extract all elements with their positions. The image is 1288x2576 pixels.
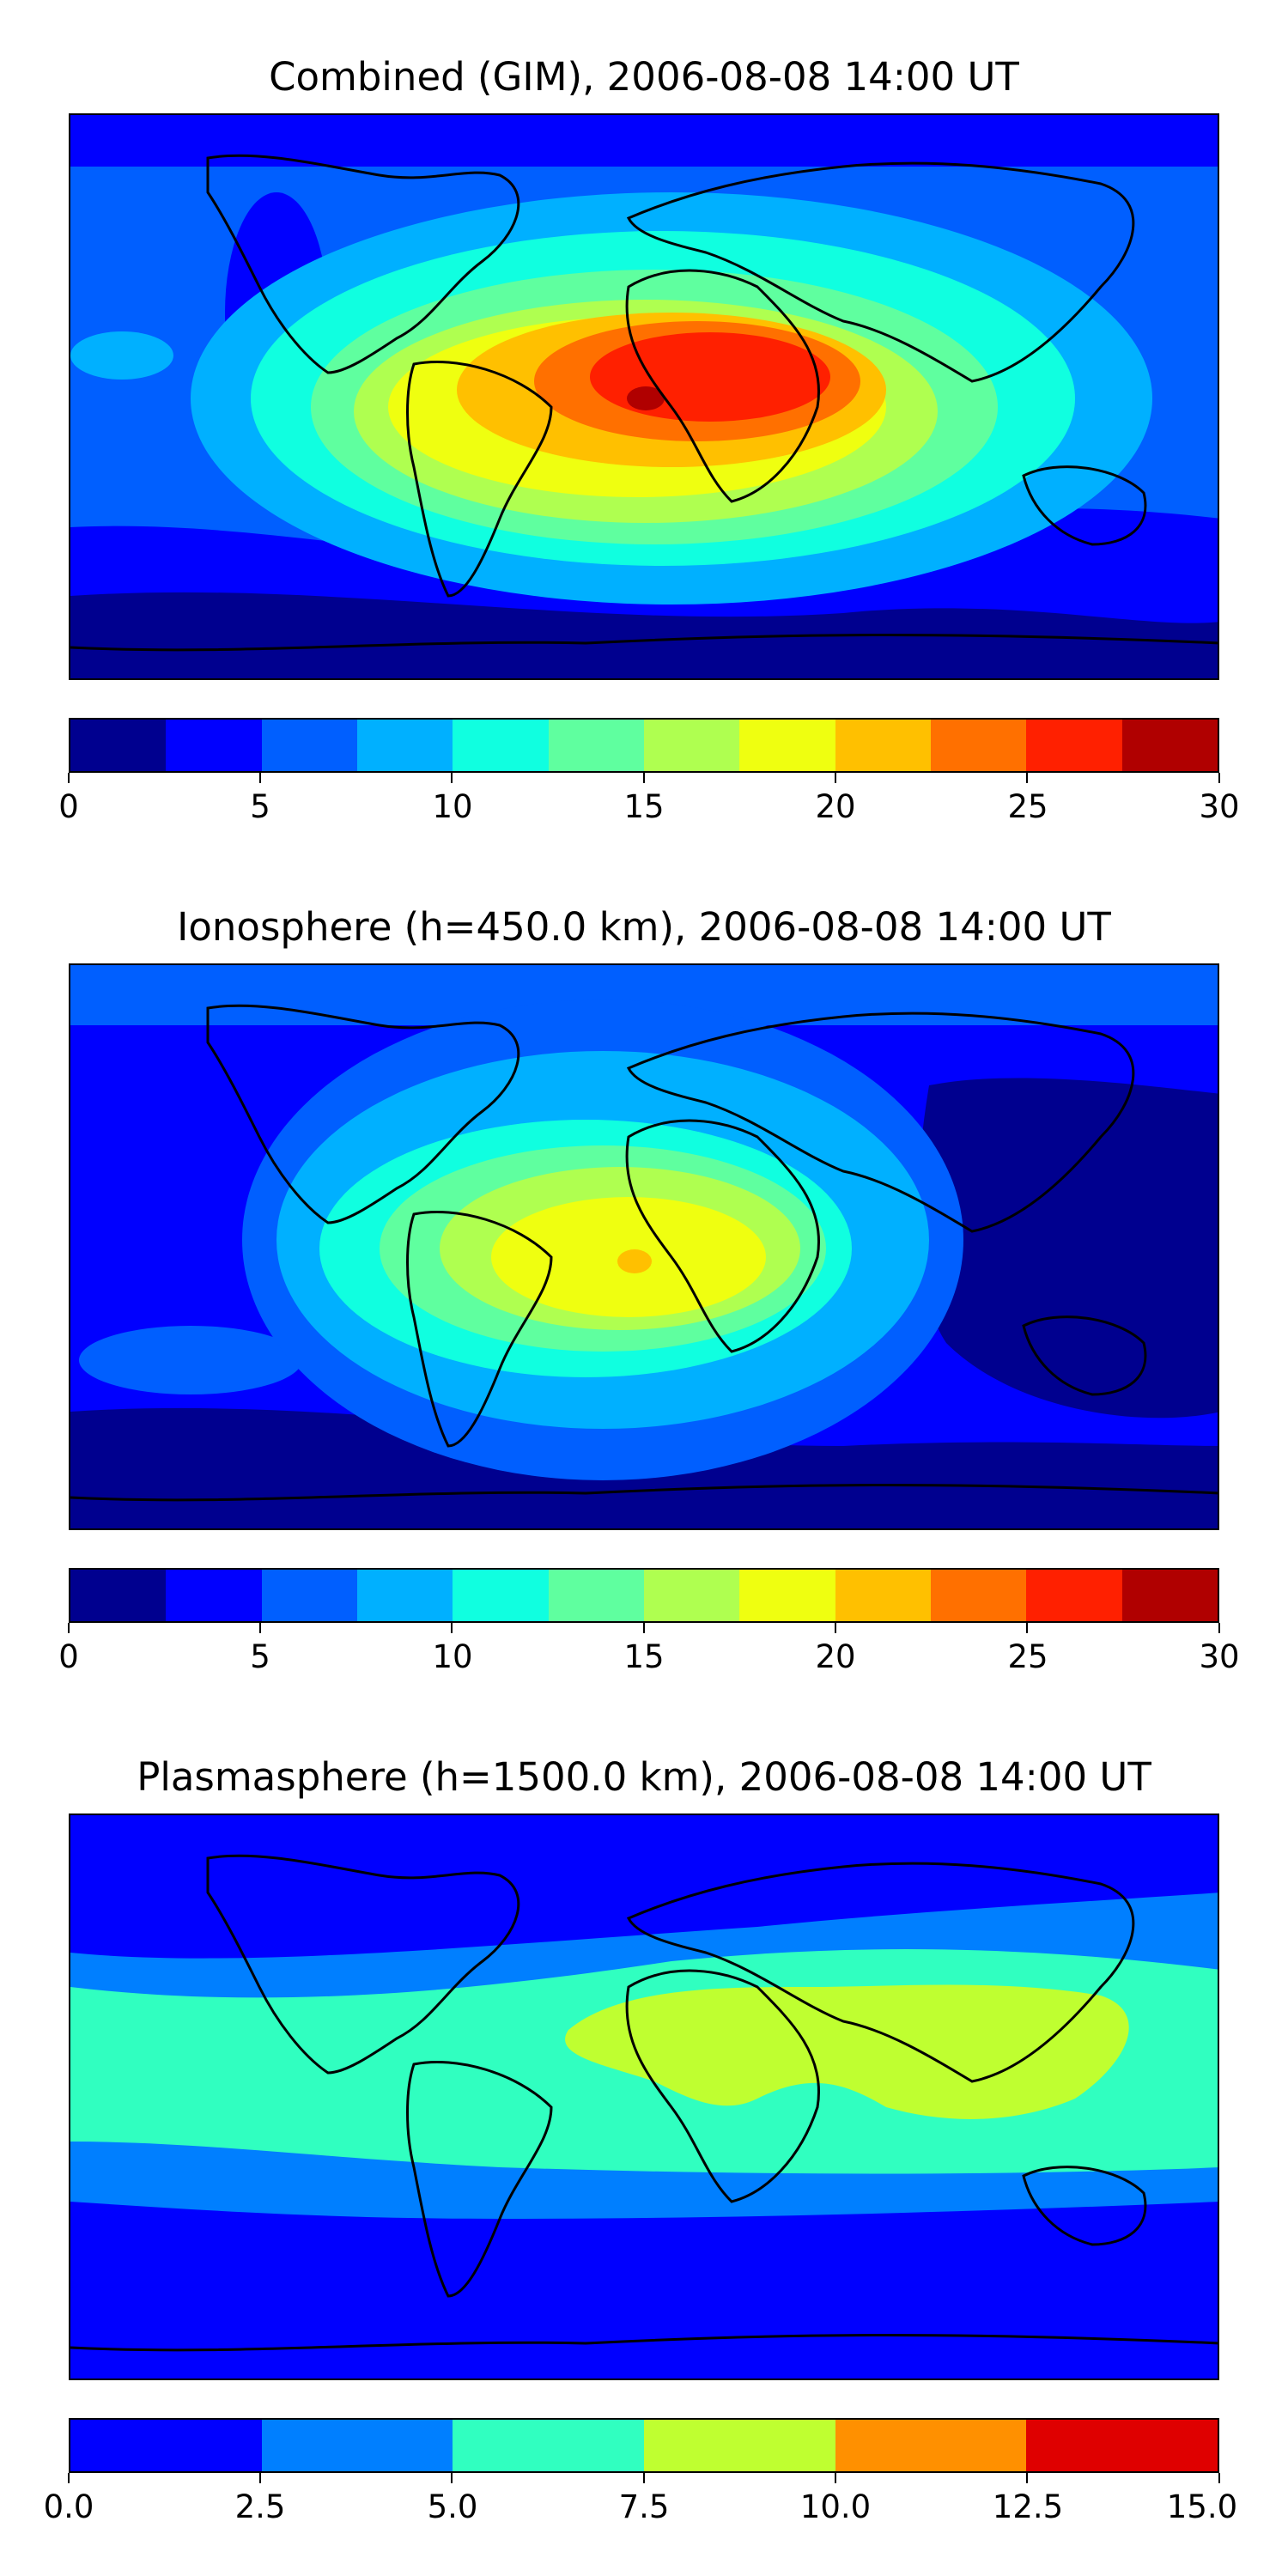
coastlines-ionosphere <box>70 1004 1218 1502</box>
colorbar-tick <box>1026 773 1028 783</box>
colorbar-swatch <box>548 720 644 771</box>
colorbar-tick <box>451 1623 453 1633</box>
colorbar-tick-label: 20 <box>815 788 856 825</box>
colorbar-swatch <box>930 720 1027 771</box>
colorbar-tick <box>643 773 645 783</box>
colorbar-tick <box>451 2473 453 2483</box>
colorbar-swatch <box>453 2420 645 2471</box>
colorbar-tick-label: 15.0 <box>1166 2488 1238 2525</box>
map-plasmasphere <box>69 1814 1219 2380</box>
colorbar-tick <box>643 1623 645 1633</box>
colorbar-tick-label: 7.5 <box>618 2488 670 2525</box>
colorbar-swatch <box>739 720 835 771</box>
colorbar-tick-label: 0.0 <box>43 2488 94 2525</box>
panel-title-ionosphere: Ionosphere (h=450.0 km), 2006-08-08 14:0… <box>177 904 1111 950</box>
map-combined <box>69 113 1219 680</box>
colorbar-tick-label: 10.0 <box>799 2488 872 2525</box>
colorbar-tick <box>835 1623 836 1633</box>
colorbar-swatch <box>835 2420 1027 2471</box>
colorbar-tick <box>1218 773 1220 783</box>
colorbar-combined <box>69 718 1219 773</box>
colorbar-swatch <box>70 2420 262 2471</box>
colorbar-swatch <box>1026 2420 1218 2471</box>
colorbar-tick <box>68 1623 70 1633</box>
colorbar-swatch <box>261 720 357 771</box>
colorbar-swatch <box>261 1570 357 1621</box>
colorbar-tick-label: 15 <box>623 788 665 825</box>
colorbar-tick-label: 10 <box>432 788 473 825</box>
colorbar-tick-label: 20 <box>815 1638 856 1675</box>
colorbar-swatch <box>835 720 931 771</box>
colorbar-swatch <box>930 1570 1027 1621</box>
colorbar-tick <box>835 773 836 783</box>
contour-map-plasmasphere <box>70 1815 1218 2379</box>
colorbar-swatch <box>835 1570 931 1621</box>
colorbar-swatch <box>453 1570 549 1621</box>
map-ionosphere <box>69 963 1219 1530</box>
contour-map-ionosphere <box>70 965 1218 1528</box>
colorbar-plasmasphere <box>69 2418 1219 2473</box>
colorbar-tick <box>259 1623 261 1633</box>
colorbar-tick <box>1026 1623 1028 1633</box>
colorbar-swatch <box>70 720 167 771</box>
colorbar-swatch <box>356 1570 453 1621</box>
colorbar-swatch <box>1121 720 1218 771</box>
colorbar-swatch <box>643 1570 740 1621</box>
colorbar-swatch <box>1026 1570 1122 1621</box>
colorbar-tick <box>1218 1623 1220 1633</box>
colorbar-tick-label: 0 <box>58 1638 79 1675</box>
colorbar-swatch <box>261 2420 453 2471</box>
colorbar-tick <box>643 2473 645 2483</box>
colorbar-tick-label: 30 <box>1199 788 1240 825</box>
colorbar-tick-label: 15 <box>623 1638 665 1675</box>
coastlines-combined <box>70 154 1218 652</box>
colorbar-swatch <box>644 2420 835 2471</box>
contour-map-combined <box>70 115 1218 678</box>
colorbar-tick-label: 5.0 <box>427 2488 478 2525</box>
panel-title-combined: Combined (GIM), 2006-08-08 14:00 UT <box>269 54 1019 100</box>
colorbar-swatch <box>70 1570 167 1621</box>
colorbar-tick <box>259 773 261 783</box>
colorbar-tick-label: 25 <box>1007 1638 1048 1675</box>
colorbar-tick-label: 12.5 <box>992 2488 1064 2525</box>
colorbar-tick-label: 5 <box>250 788 270 825</box>
colorbar-tick-label: 0 <box>58 788 79 825</box>
colorbar-tick-label: 10 <box>432 1638 473 1675</box>
colorbar-swatch <box>166 1570 262 1621</box>
colorbar-swatch <box>1026 720 1122 771</box>
coastlines-plasmasphere <box>70 1854 1218 2352</box>
colorbar-tick <box>1218 2473 1220 2483</box>
colorbar-tick-label: 30 <box>1199 1638 1240 1675</box>
colorbar-ionosphere <box>69 1568 1219 1623</box>
colorbar-swatch <box>739 1570 835 1621</box>
colorbar-swatch <box>356 720 453 771</box>
colorbar-swatch <box>453 720 549 771</box>
colorbar-tick <box>1026 2473 1028 2483</box>
colorbar-swatch <box>643 720 740 771</box>
panel-title-plasmasphere: Plasmasphere (h=1500.0 km), 2006-08-08 1… <box>137 1754 1151 1800</box>
colorbar-tick <box>259 2473 261 2483</box>
colorbar-swatch <box>166 720 262 771</box>
colorbar-swatch <box>1121 1570 1218 1621</box>
colorbar-tick <box>68 2473 70 2483</box>
colorbar-tick <box>68 773 70 783</box>
colorbar-tick-label: 2.5 <box>234 2488 286 2525</box>
colorbar-tick-label: 25 <box>1007 788 1048 825</box>
colorbar-tick-label: 5 <box>250 1638 270 1675</box>
colorbar-swatch <box>548 1570 644 1621</box>
colorbar-tick <box>835 2473 836 2483</box>
colorbar-tick <box>451 773 453 783</box>
